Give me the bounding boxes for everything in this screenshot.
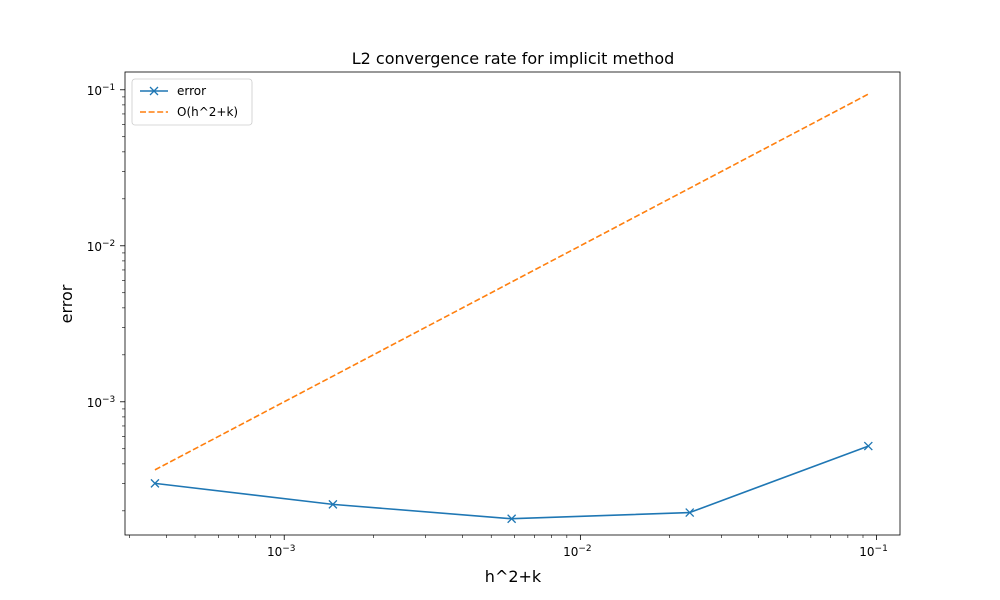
x-tick-label: 10−1 [859, 544, 888, 559]
x-tick-label-exponent: −2 [578, 544, 591, 554]
data-point-marker [507, 514, 517, 524]
series-group [150, 93, 873, 524]
y-tick-label-exponent: −2 [102, 239, 115, 249]
x-tick-label: 10−2 [563, 544, 592, 559]
x-tick-label-base: 10 [267, 545, 282, 559]
y-axis-label: error [57, 284, 76, 323]
series-line-2 [154, 93, 869, 471]
plot-frame [124, 71, 901, 536]
legend-marker-1 [149, 86, 159, 96]
y-tick-label: 10−1 [87, 83, 116, 98]
y-tick-label-exponent: −3 [102, 395, 115, 405]
data-point-marker [685, 508, 695, 518]
legend: error O(h^2+k) [131, 78, 253, 126]
y-tick-label-base: 10 [87, 240, 102, 254]
x-tick-label-exponent: −3 [282, 544, 295, 554]
legend-label-2: O(h^2+k) [177, 105, 238, 119]
x-tick-label-base: 10 [859, 545, 874, 559]
y-tick-label: 10−3 [87, 395, 116, 410]
data-point-marker [328, 499, 338, 509]
y-tick-label: 10−2 [87, 239, 116, 254]
y-tick-label-base: 10 [87, 396, 102, 410]
series-line-1 [154, 445, 870, 520]
y-tick-label-exponent: −1 [102, 83, 115, 93]
data-point-marker [863, 441, 873, 451]
legend-label-1: error [177, 84, 206, 98]
x-tick-label-exponent: −1 [875, 544, 888, 554]
data-point-marker [150, 478, 160, 488]
chart-title: L2 convergence rate for implicit method [352, 49, 675, 68]
x-axis-label: h^2+k [485, 567, 542, 586]
x-tick-label-base: 10 [563, 545, 578, 559]
x-tick-label: 10−3 [267, 544, 296, 559]
y-tick-label-base: 10 [87, 84, 102, 98]
